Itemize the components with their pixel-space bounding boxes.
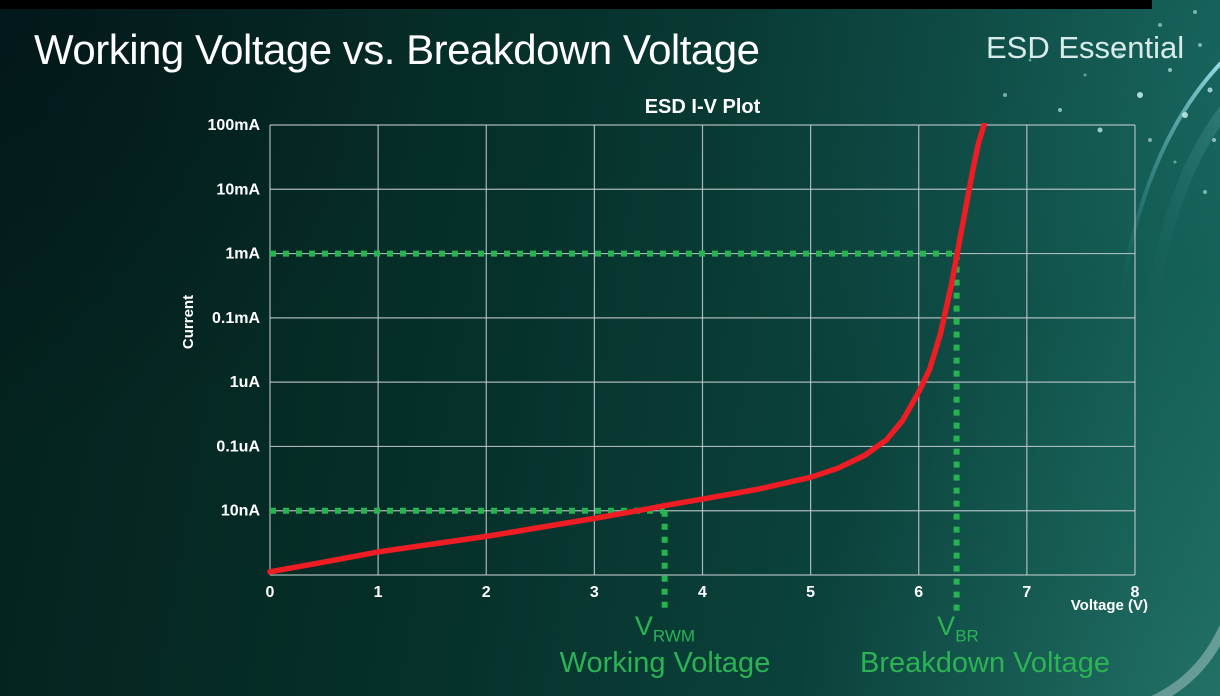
svg-text:5: 5 xyxy=(806,584,815,601)
corner-arc xyxy=(1150,624,1220,696)
svg-text:4: 4 xyxy=(698,584,707,601)
svg-text:6: 6 xyxy=(914,584,923,601)
svg-text:8: 8 xyxy=(1131,584,1140,601)
svg-text:10mA: 10mA xyxy=(216,181,260,198)
x-axis-label: Voltage (V) xyxy=(1070,597,1148,614)
svg-text:1mA: 1mA xyxy=(225,246,260,263)
svg-text:100mA: 100mA xyxy=(208,117,261,134)
particle-dots xyxy=(1003,10,1216,194)
svg-text:1: 1 xyxy=(374,584,383,601)
swoosh-arc xyxy=(1114,61,1220,361)
brand-text: ESD Essential xyxy=(986,30,1185,65)
vrwm-symbol: VRWM xyxy=(634,611,696,646)
svg-text:0.1mA: 0.1mA xyxy=(212,310,260,327)
y-axis-label: Current xyxy=(180,294,197,350)
svg-text:1uA: 1uA xyxy=(230,374,261,391)
svg-text:3: 3 xyxy=(590,584,599,601)
svg-text:2: 2 xyxy=(482,584,491,601)
page-title: Working Voltage vs. Breakdown Voltage xyxy=(34,26,760,73)
svg-text:0: 0 xyxy=(266,584,275,601)
swoosh-arc-glow xyxy=(1140,106,1220,381)
working-voltage-label: Working Voltage xyxy=(559,647,771,680)
chart-title: ESD I-V Plot xyxy=(644,96,761,118)
svg-text:10nA: 10nA xyxy=(221,503,261,520)
top-black-bar xyxy=(0,0,1152,9)
breakdown-voltage-label: Breakdown Voltage xyxy=(860,647,1110,680)
working-voltage-annotation: VRWM Working Voltage xyxy=(505,613,825,680)
svg-text:7: 7 xyxy=(1022,584,1031,601)
breakdown-voltage-annotation: VBR Breakdown Voltage xyxy=(820,613,1150,680)
vbr-symbol: VBR xyxy=(937,611,979,646)
svg-text:0.1uA: 0.1uA xyxy=(216,438,260,455)
